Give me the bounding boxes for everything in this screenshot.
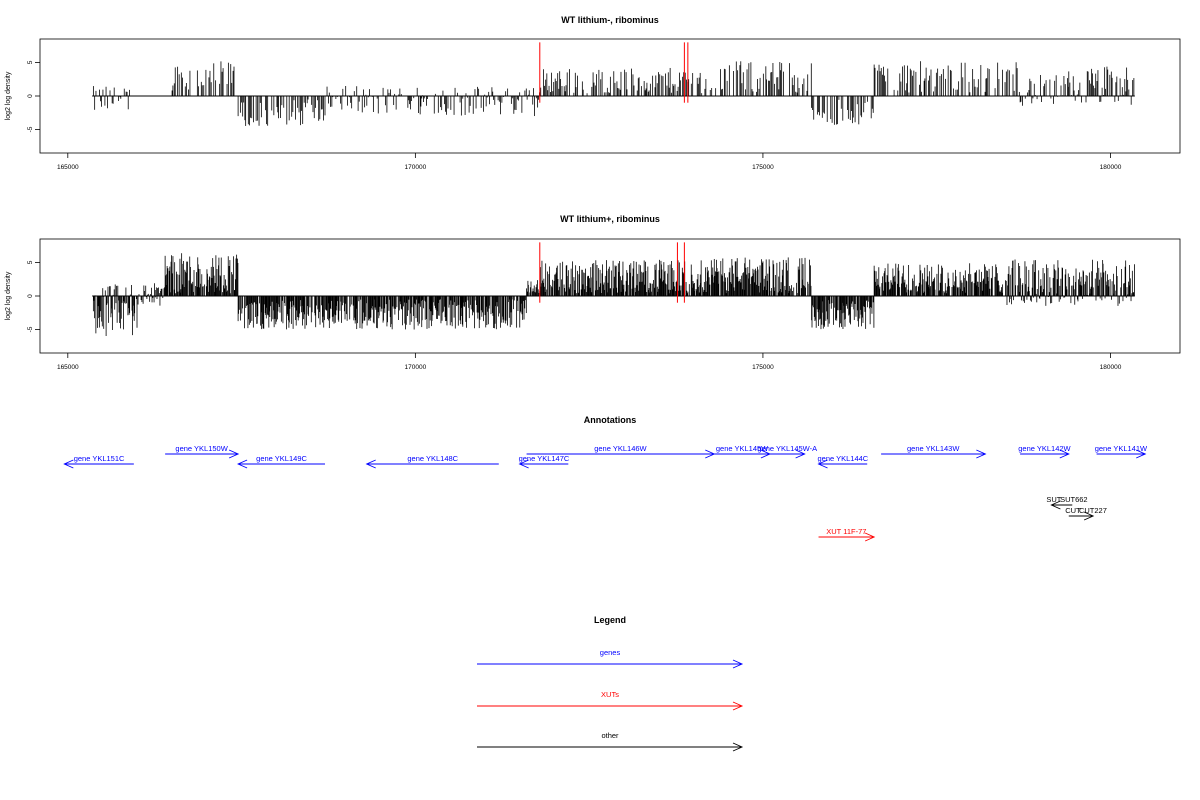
legend-arrow-head	[732, 742, 744, 752]
y-tick-label: 0	[27, 294, 34, 298]
other-label-secondary: SUT662	[1060, 495, 1088, 504]
bar-layer	[92, 242, 1135, 337]
x-tick-label: 170000	[405, 364, 427, 371]
y-axis-label: log2 log density	[5, 271, 12, 320]
gene-arrow: gene YKL141W	[1095, 444, 1148, 459]
track-panel-lithium-minus: WT lithium-, ribominus 165000 170000 17500…	[5, 15, 1181, 171]
y-tick-label: -5	[27, 126, 34, 132]
x-tick-label: 180000	[1100, 364, 1122, 371]
gene-label: gene YKL147C	[519, 454, 570, 463]
y-tick-label: 0	[27, 94, 34, 98]
x-tick-label: 165000	[57, 164, 79, 171]
gene-label: gene YKL149C	[256, 454, 307, 463]
other-label: SUT	[1046, 495, 1061, 504]
y-tick-label: 5	[27, 260, 34, 264]
arrow-head	[63, 459, 74, 469]
gene-arrow: gene YKL147C	[518, 454, 570, 469]
gene-label: gene YKL141W	[1095, 444, 1148, 453]
x-tick-label: 175000	[752, 164, 774, 171]
gene-label: gene YKL143W	[907, 444, 960, 453]
arrow-head	[1136, 449, 1147, 459]
x-tick-label: 180000	[1100, 164, 1122, 171]
legend-items: genes XUTs other	[477, 648, 744, 752]
panel-title: WT lithium-, ribominus	[561, 15, 659, 25]
arrow-head	[518, 459, 529, 469]
arrow-head	[795, 449, 806, 459]
arrow-head	[228, 449, 240, 459]
gene-arrow: gene YKL143W	[881, 444, 987, 459]
arrow-head	[1050, 500, 1061, 510]
x-tick-label: 175000	[752, 364, 774, 371]
gene-arrow: gene YKL151C	[63, 454, 134, 469]
gene-label: gene YKL150W	[175, 444, 228, 453]
xut-arrow: XUT 11F-77	[818, 527, 876, 542]
y-tick-label: 5	[27, 60, 34, 64]
legend-label: genes	[600, 648, 621, 657]
arrow-head	[237, 459, 248, 469]
gene-arrow: gene YKL142W	[1018, 444, 1072, 459]
bar-layer	[92, 42, 1135, 126]
arrow-head	[817, 459, 828, 469]
arrow-head	[864, 532, 876, 542]
legend-arrow-head	[732, 701, 744, 711]
legend-label: other	[601, 731, 619, 740]
x-tick-label: 170000	[405, 164, 427, 171]
gene-label: gene YKL146W	[594, 444, 647, 453]
legend-label: XUTs	[601, 690, 619, 699]
legend-item-other: other	[477, 731, 744, 752]
gene-arrow: gene YKL144C	[817, 454, 869, 469]
panel-title: WT lithium+, ribominus	[560, 214, 660, 224]
arrow-head	[365, 459, 376, 469]
legend-item-xut: XUTs	[477, 690, 744, 711]
arrow-head	[1059, 449, 1070, 459]
gene-label: gene YKL142W	[1018, 444, 1071, 453]
legend-panel: Legend genes XUTs other	[477, 615, 744, 752]
y-tick-label: -5	[27, 326, 34, 332]
gene-arrow: gene YKL145W-A	[757, 444, 817, 459]
legend-item-gene: genes	[477, 648, 744, 669]
gene-label: gene YKL148C	[407, 454, 458, 463]
gene-arrow: gene YKL148C	[365, 454, 499, 469]
other-label-secondary: CUT227	[1079, 506, 1107, 515]
gene-label: gene YKL151C	[74, 454, 125, 463]
annotation-features: gene YKL151C gene YKL150W gene YKL149C gene…	[63, 444, 1148, 542]
arrow-head	[976, 449, 987, 459]
other-label: CUT	[1065, 506, 1081, 515]
annotations-title: Annotations	[584, 415, 637, 425]
y-axis-label: log2 log density	[5, 71, 12, 120]
xut-label: XUT 11F-77	[826, 527, 866, 536]
gene-arrow: gene YKL150W	[165, 444, 240, 459]
axis-ticks: 165000 170000 175000 180000 -5 0 5	[27, 260, 1122, 371]
legend-arrow-head	[732, 659, 744, 669]
track-panel-lithium-plus: WT lithium+, ribominus 165000 170000 17500…	[5, 214, 1181, 371]
gene-label: gene YKL145W	[716, 444, 769, 453]
axis-ticks: 165000 170000 175000 180000 -5 0 5	[27, 60, 1122, 171]
x-tick-label: 165000	[57, 364, 79, 371]
gene-arrow: gene YKL149C	[237, 454, 325, 469]
arrow-head	[1083, 511, 1095, 521]
gene-label: gene YKL144C	[817, 454, 868, 463]
gene-label: gene YKL145W-A	[757, 444, 817, 453]
legend-title: Legend	[594, 615, 626, 625]
